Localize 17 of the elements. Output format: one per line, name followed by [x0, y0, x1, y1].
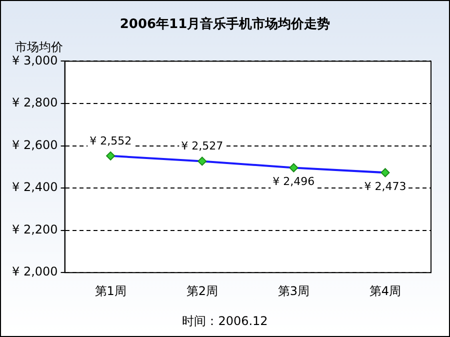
y-tick-label: ¥ 3,000: [12, 53, 58, 68]
data-label: ¥ 2,496: [272, 175, 315, 188]
data-label: ¥ 2,473: [364, 180, 406, 193]
y-tick-label: ¥ 2,000: [12, 264, 58, 279]
text: 时间：2006.12: [181, 313, 269, 330]
x-tick-label: 第1周: [94, 284, 126, 298]
data-label: ¥ 2,552: [90, 134, 132, 148]
y-tick-label: ¥ 2,200: [12, 222, 58, 236]
x-tick-label: 第3周: [278, 284, 310, 298]
x-tick-label: 第4周: [369, 284, 402, 298]
y-tick-label: ¥ 2,600: [12, 138, 58, 152]
data-label: ¥ 2,527: [181, 140, 224, 153]
y-tick-label: ¥ 2,800: [12, 96, 58, 110]
y-axis-title: 市场均价: [15, 39, 63, 56]
chart-title: 2006年11月音乐手机市场均价走势: [118, 16, 332, 33]
y-tick-label: ¥ 2,400: [12, 180, 58, 194]
x-tick-label: 第2周: [186, 284, 218, 298]
